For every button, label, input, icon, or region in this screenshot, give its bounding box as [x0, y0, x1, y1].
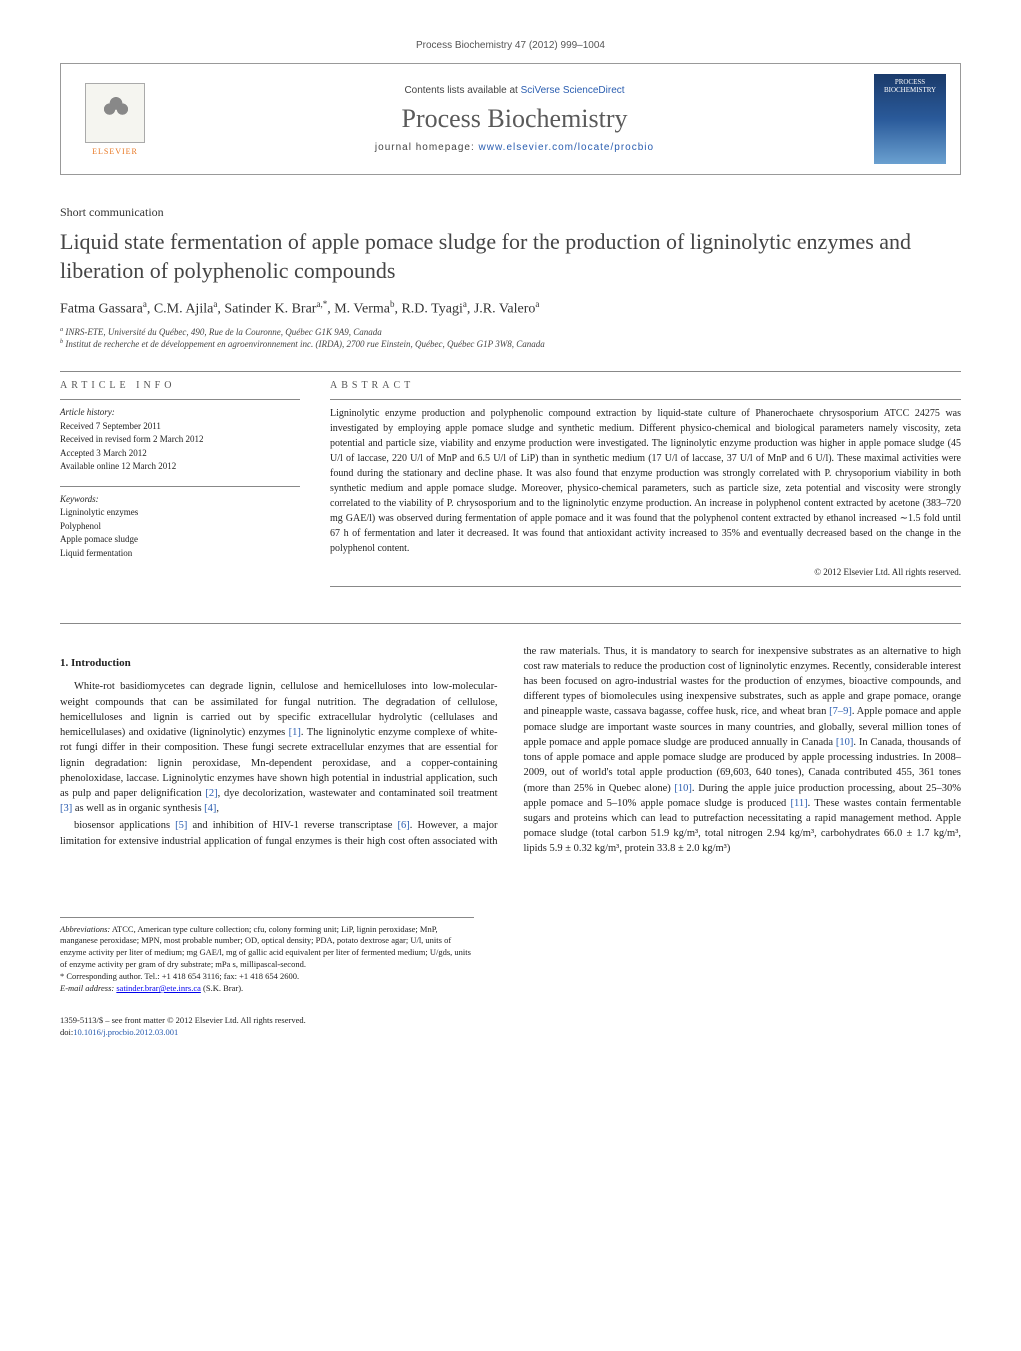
journal-header: ELSEVIER Contents lists available at Sci…	[60, 63, 961, 175]
sciencedirect-link[interactable]: SciVerse ScienceDirect	[521, 85, 625, 96]
doi-line: doi:10.1016/j.procbio.2012.03.001	[60, 1027, 961, 1039]
keyword-item: Ligninolytic enzymes	[60, 506, 300, 520]
article-history: Article history: Received 7 September 20…	[60, 406, 300, 474]
email-label: E-mail address:	[60, 983, 114, 993]
journal-cover-thumbnail: PROCESS BIOCHEMISTRY	[874, 74, 946, 164]
affiliations: a INRS-ETE, Université du Québec, 490, R…	[60, 326, 961, 351]
journal-homepage-link[interactable]: www.elsevier.com/locate/procbio	[479, 142, 655, 153]
rule-top	[60, 371, 961, 372]
body-top-rule	[60, 623, 961, 624]
history-label: Article history:	[60, 406, 300, 420]
history-item: Received in revised form 2 March 2012	[60, 433, 300, 447]
info-abstract-row: ARTICLE INFO Article history: Received 7…	[60, 378, 961, 593]
front-matter-line: 1359-5113/$ – see front matter © 2012 El…	[60, 1015, 961, 1027]
publisher-name: ELSEVIER	[92, 147, 138, 156]
header-citation: Process Biochemistry 47 (2012) 999–1004	[60, 40, 961, 51]
footnotes-block: Abbreviations: ATCC, American type cultu…	[60, 917, 474, 995]
homepage-prefix: journal homepage:	[375, 142, 479, 153]
keyword-item: Apple pomace sludge	[60, 533, 300, 547]
abbrev-label: Abbreviations:	[60, 924, 110, 934]
email-link[interactable]: satinder.brar@ete.inrs.ca	[116, 983, 201, 993]
corresponding-author-line: * Corresponding author. Tel.: +1 418 654…	[60, 971, 474, 983]
info-rule-2	[60, 486, 300, 487]
email-line: E-mail address: satinder.brar@ete.inrs.c…	[60, 983, 474, 995]
history-item: Received 7 September 2011	[60, 420, 300, 434]
article-title: Liquid state fermentation of apple pomac…	[60, 228, 961, 285]
abstract-rule	[330, 399, 961, 400]
info-rule-1	[60, 399, 300, 400]
body-text: 1. Introduction White-rot basidiomycetes…	[60, 644, 961, 857]
affiliation-a: a INRS-ETE, Université du Québec, 490, R…	[60, 326, 961, 339]
keyword-item: Polyphenol	[60, 520, 300, 534]
journal-homepage-line: journal homepage: www.elsevier.com/locat…	[155, 142, 874, 153]
abbrev-text: ATCC, American type culture collection; …	[60, 924, 471, 970]
article-type: Short communication	[60, 205, 961, 220]
contents-available-line: Contents lists available at SciVerse Sci…	[155, 85, 874, 96]
elsevier-logo: ELSEVIER	[75, 74, 155, 164]
affiliation-b: b Institut de recherche et de développem…	[60, 338, 961, 351]
history-item: Available online 12 March 2012	[60, 460, 300, 474]
footer-block: 1359-5113/$ – see front matter © 2012 El…	[60, 1015, 961, 1039]
abstract-text: Ligninolytic enzyme production and polyp…	[330, 406, 961, 556]
history-item: Accepted 3 March 2012	[60, 447, 300, 461]
header-center: Contents lists available at SciVerse Sci…	[155, 85, 874, 153]
keywords-label: Keywords:	[60, 493, 300, 507]
article-info-heading: ARTICLE INFO	[60, 378, 300, 393]
doi-link[interactable]: 10.1016/j.procbio.2012.03.001	[73, 1027, 178, 1037]
section-heading-intro: 1. Introduction	[60, 656, 498, 672]
keyword-item: Liquid fermentation	[60, 547, 300, 561]
journal-name: Process Biochemistry	[155, 104, 874, 134]
email-suffix: (S.K. Brar).	[203, 983, 243, 993]
intro-para-1: White-rot basidiomycetes can degrade lig…	[60, 679, 498, 816]
article-info-block: ARTICLE INFO Article history: Received 7…	[60, 378, 300, 593]
doi-prefix: doi:	[60, 1027, 73, 1037]
abstract-copyright: © 2012 Elsevier Ltd. All rights reserved…	[330, 566, 961, 580]
abstract-heading: ABSTRACT	[330, 378, 961, 393]
elsevier-tree-icon	[85, 83, 145, 143]
keywords-block: Keywords: Ligninolytic enzymes Polypheno…	[60, 493, 300, 561]
cover-text: PROCESS BIOCHEMISTRY	[878, 78, 942, 94]
contents-prefix: Contents lists available at	[404, 85, 520, 96]
abbreviations-line: Abbreviations: ATCC, American type cultu…	[60, 924, 474, 972]
abstract-bottom-rule	[330, 586, 961, 587]
authors-line: Fatma Gassaraa, C.M. Ajilaa, Satinder K.…	[60, 299, 961, 318]
abstract-block: ABSTRACT Ligninolytic enzyme production …	[330, 378, 961, 593]
